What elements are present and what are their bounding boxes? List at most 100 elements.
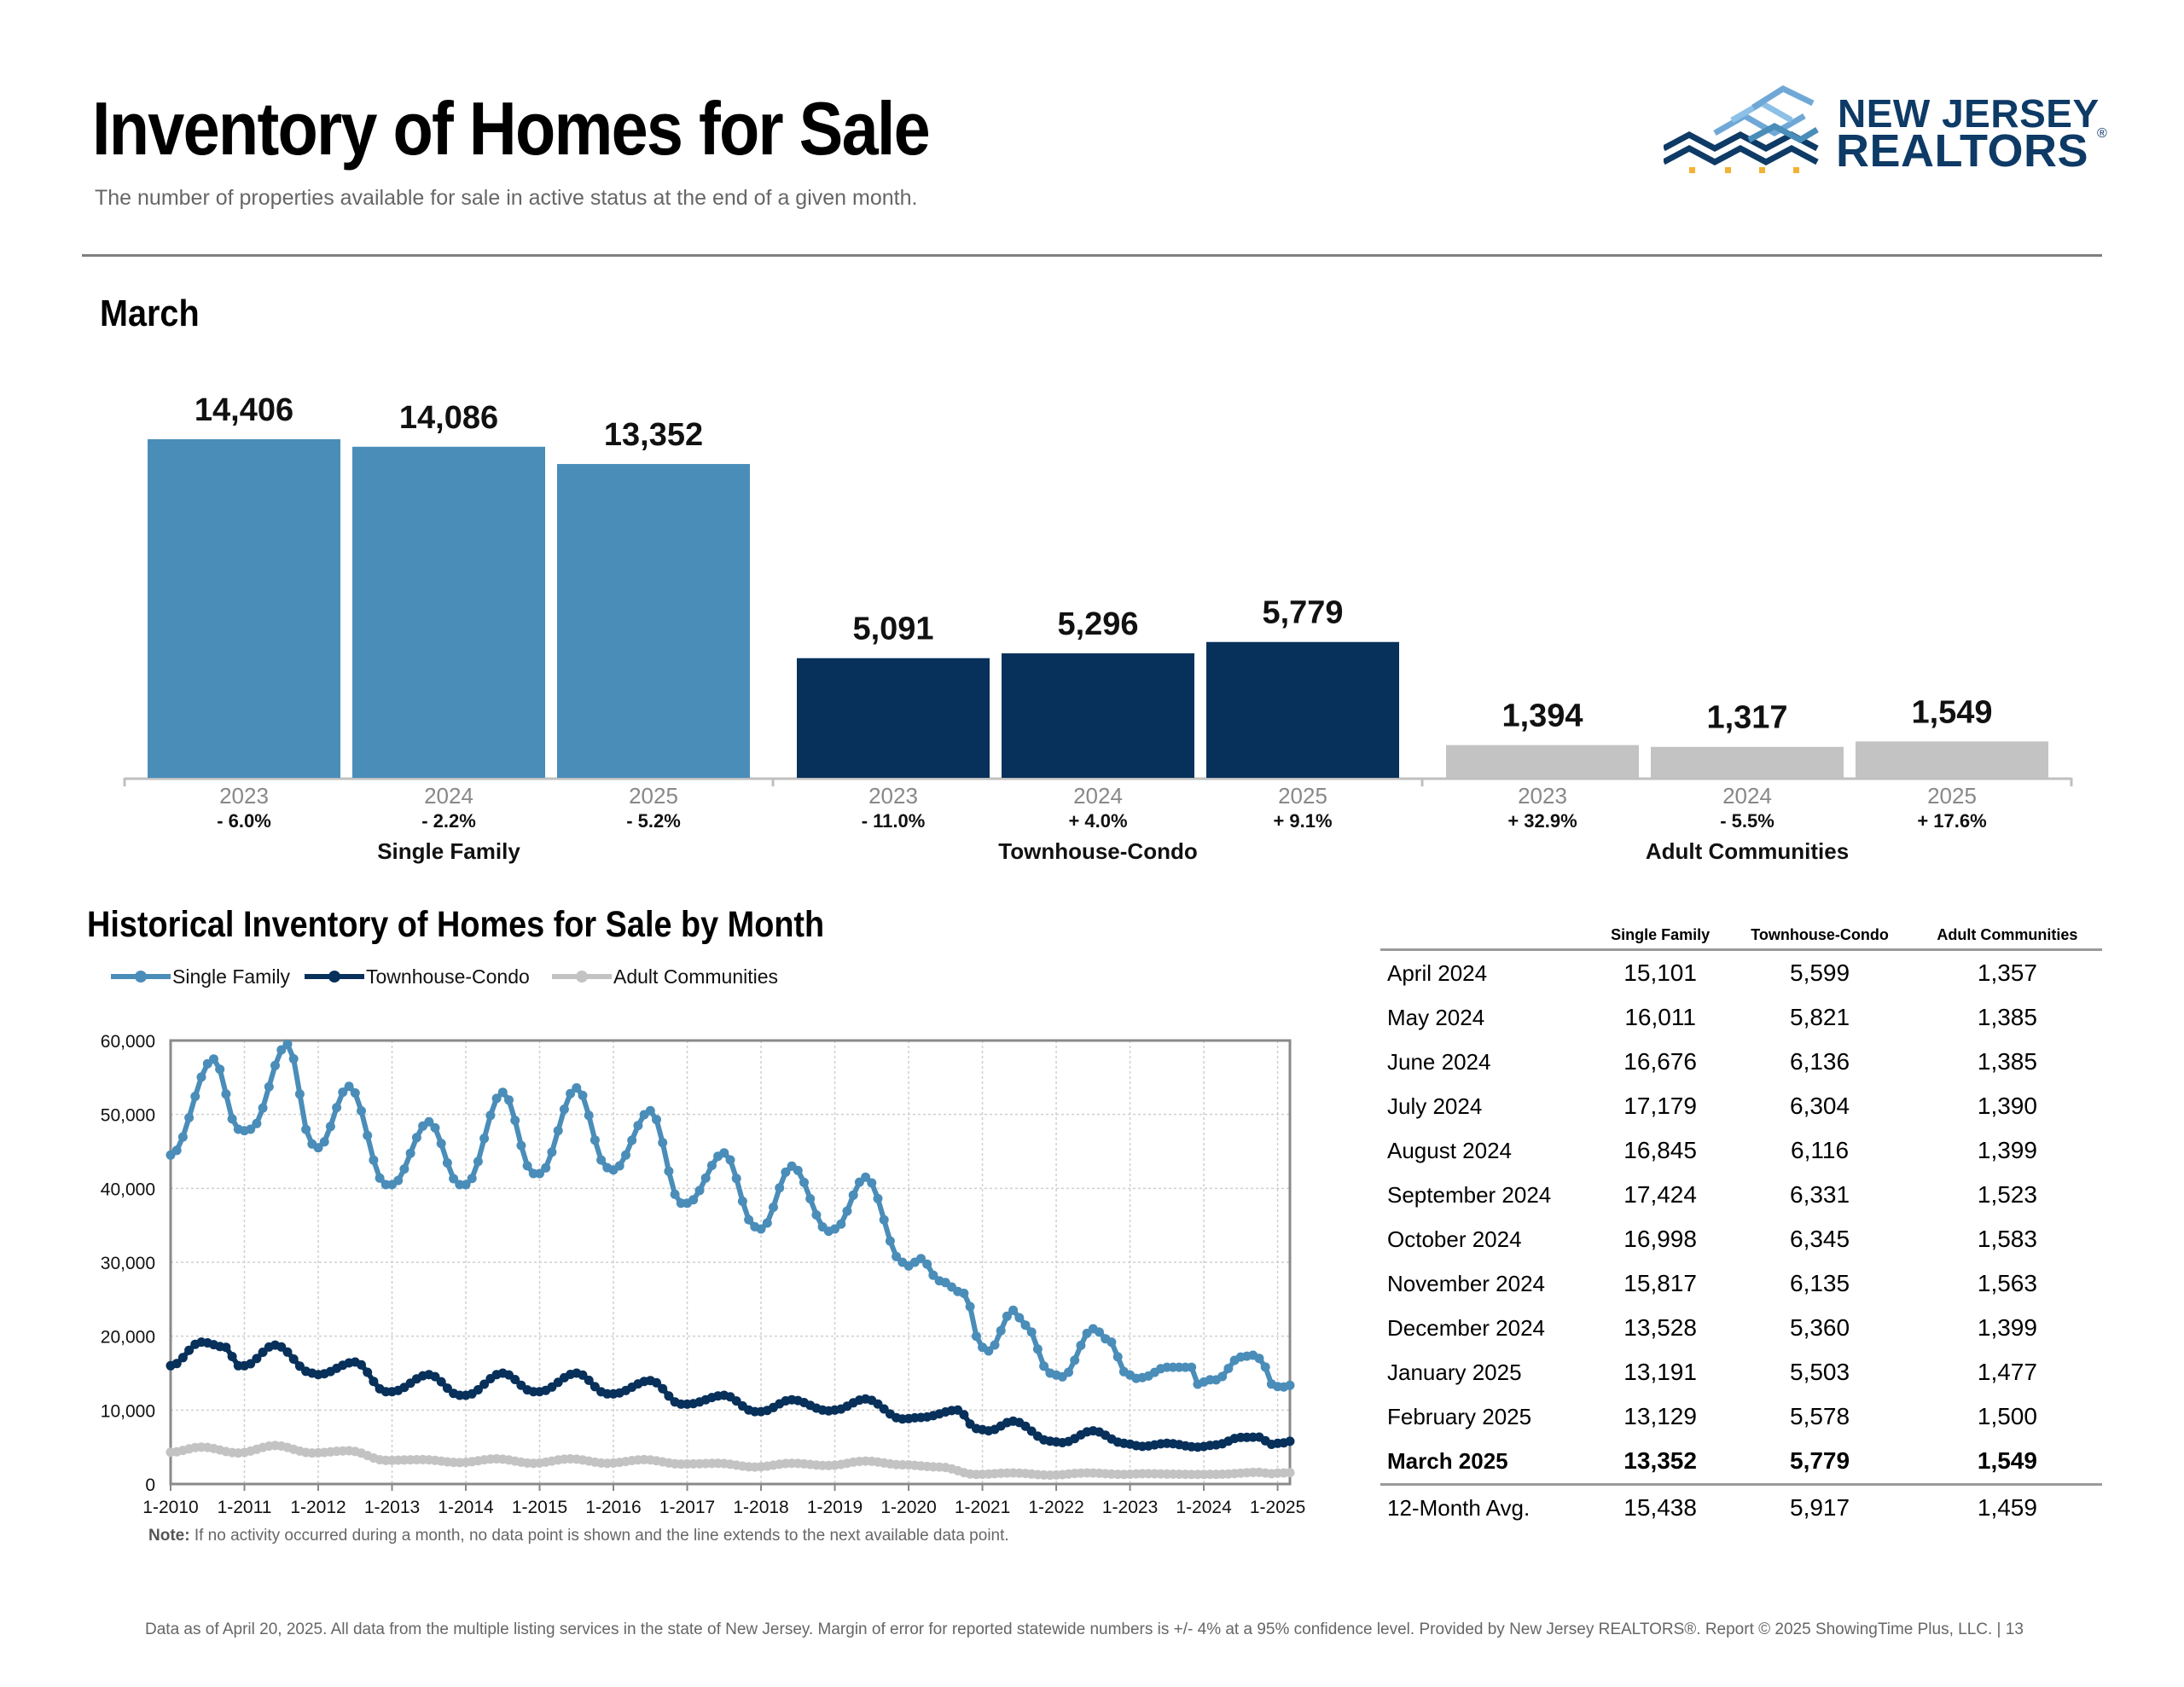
data-point xyxy=(566,1088,576,1099)
legend-label: Adult Communities xyxy=(613,965,778,988)
legend-marker-single-family xyxy=(135,971,147,983)
bar-change-label: + 32.9% xyxy=(1507,810,1577,832)
table-row: 12-Month Avg. 15,438 5,917 1,459 xyxy=(1380,1483,2102,1530)
data-point xyxy=(1026,1327,1037,1337)
data-point xyxy=(1285,1436,1295,1446)
data-point xyxy=(1032,1344,1043,1354)
table-cell: 17,424 xyxy=(1623,1181,1697,1208)
table-row: April 2024 15,101 5,599 1,357 xyxy=(1380,950,2102,996)
bar-value-label: 14,086 xyxy=(399,400,498,436)
table-cell: 1,563 xyxy=(1977,1270,2037,1296)
table-row-label: 12-Month Avg. xyxy=(1380,1483,1594,1530)
data-point xyxy=(559,1104,569,1115)
data-point xyxy=(664,1391,674,1401)
series-points-adult-communities xyxy=(166,1441,1295,1481)
x-tick-label: 1-2025 xyxy=(1250,1498,1305,1517)
page-footer: Data as of April 20, 2025. All data from… xyxy=(145,1620,2024,1638)
data-point xyxy=(762,1218,772,1228)
x-tick-label: 1-2017 xyxy=(659,1498,715,1517)
data-point xyxy=(246,1359,256,1369)
bar-adult-communities-2023 xyxy=(1446,745,1639,778)
data-point xyxy=(737,1197,747,1206)
data-point xyxy=(184,1113,195,1122)
data-point xyxy=(332,1103,342,1113)
data-point xyxy=(282,1039,293,1049)
data-point xyxy=(467,1174,477,1184)
data-point xyxy=(264,1081,274,1092)
table-body: April 2024 15,101 5,599 1,357 May 2024 16,011… xyxy=(1380,950,2102,1530)
data-point xyxy=(627,1135,637,1145)
data-point xyxy=(442,1383,452,1394)
data-point xyxy=(171,1359,182,1369)
data-point xyxy=(504,1095,514,1105)
bar-year-label: 2025 xyxy=(629,783,678,809)
table-cell: 1,385 xyxy=(1977,1048,2037,1075)
data-point xyxy=(276,1045,287,1055)
data-point xyxy=(1187,1362,1197,1372)
data-point xyxy=(1260,1362,1270,1372)
y-tick-label: 40,000 xyxy=(101,1180,155,1199)
data-point xyxy=(928,1270,938,1280)
table-row-label: February 2025 xyxy=(1387,1403,1532,1429)
data-point xyxy=(694,1186,705,1196)
data-point xyxy=(775,1183,785,1193)
table-cell: 5,578 xyxy=(1790,1403,1850,1429)
data-point xyxy=(590,1382,600,1392)
data-point xyxy=(1254,1354,1264,1364)
logo-text-line2: REALTORS xyxy=(1836,125,2089,177)
data-point xyxy=(270,1060,280,1070)
data-point xyxy=(584,1110,594,1121)
bar-change-label: - 11.0% xyxy=(862,810,926,832)
page-subtitle: The number of properties available for s… xyxy=(95,186,918,210)
data-point xyxy=(1008,1305,1019,1315)
table-cell: 1,399 xyxy=(1977,1137,2037,1163)
data-point xyxy=(319,1137,329,1147)
data-point xyxy=(221,1089,231,1099)
data-point xyxy=(227,1352,237,1361)
table-cell: 1,549 xyxy=(1977,1447,2037,1474)
bar-group-label: Adult Communities xyxy=(1646,838,1849,864)
table-header-townhouse: Townhouse-Condo xyxy=(1727,921,1913,951)
bar-year-label: 2024 xyxy=(424,783,473,809)
data-point xyxy=(799,1177,809,1187)
data-point xyxy=(288,1054,299,1064)
data-point xyxy=(1002,1311,1012,1321)
data-point xyxy=(719,1148,729,1158)
table-header-empty xyxy=(1380,921,1594,951)
data-point xyxy=(1223,1364,1234,1373)
data-point xyxy=(442,1158,452,1168)
data-point xyxy=(769,1203,778,1212)
table-cell: 1,390 xyxy=(1977,1093,2037,1119)
data-point xyxy=(621,1150,630,1160)
data-point xyxy=(393,1175,404,1186)
bar-adult-communities-2024 xyxy=(1651,746,1844,778)
y-tick-label: 0 xyxy=(145,1475,155,1495)
data-point xyxy=(1285,1380,1295,1390)
note-label: Note: xyxy=(148,1527,190,1545)
data-point xyxy=(959,1288,969,1298)
data-point xyxy=(578,1370,588,1380)
x-tick-label: 1-2011 xyxy=(218,1498,272,1517)
table-row-label: January 2025 xyxy=(1387,1359,1522,1385)
table-row: January 2025 13,191 5,503 1,477 xyxy=(1380,1350,2102,1394)
data-point xyxy=(547,1147,557,1157)
table-row: September 2024 17,424 6,331 1,523 xyxy=(1380,1173,2102,1217)
table-cell: 1,583 xyxy=(1977,1226,2037,1252)
table-cell: 16,845 xyxy=(1623,1137,1697,1163)
data-point xyxy=(756,1224,766,1234)
table-cell: 16,011 xyxy=(1624,1004,1696,1030)
bar-year-label: 2024 xyxy=(1073,783,1123,809)
bar-townhouse-condo-2025 xyxy=(1206,641,1399,778)
data-point xyxy=(184,1345,195,1355)
data-point xyxy=(670,1189,680,1199)
data-point xyxy=(848,1190,858,1200)
table-cell: 5,599 xyxy=(1790,959,1850,986)
table-row-label: March 2025 xyxy=(1387,1447,1508,1474)
bar-change-label: + 17.6% xyxy=(1917,810,1986,832)
data-point xyxy=(1107,1337,1117,1348)
realtors-logo xyxy=(1664,85,1819,173)
data-point xyxy=(190,1092,200,1101)
data-point xyxy=(578,1090,588,1100)
bar-value-label: 1,549 xyxy=(1911,694,1992,730)
